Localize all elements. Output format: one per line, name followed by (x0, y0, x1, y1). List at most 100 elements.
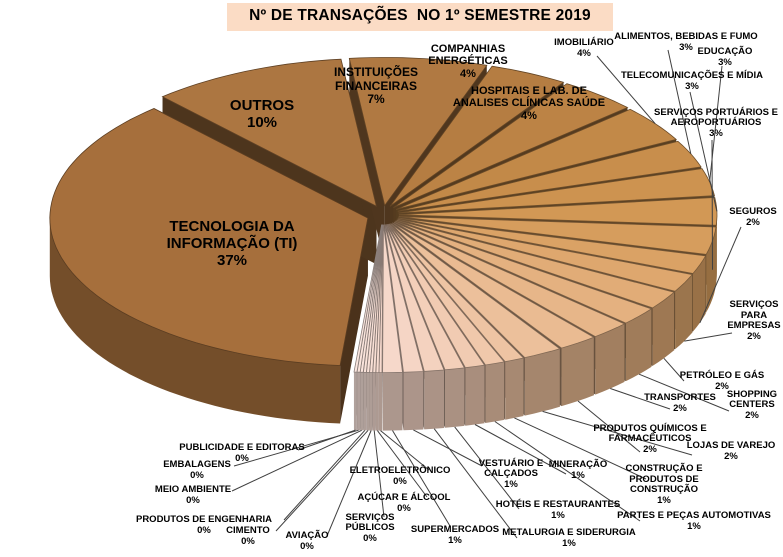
slice-name: COMPANHIAS ENERGÉTICAS (428, 43, 508, 68)
slice-pct: 4% (577, 47, 591, 59)
slice-label-instituicoes-financeiras: INSTITUIÇÕES FINANCEIRAS 7% (311, 65, 441, 107)
slice-pct: 2% (643, 443, 657, 455)
slice-label-servicos-portuarios-e-aeroportuarios: SERVIÇOS PORTUÁRIOS E AEROPORTUÁRIOS 3% (641, 106, 783, 140)
slice-label-produtos-de-engenharia: PRODUTOS DE ENGENHARIA 0% (119, 514, 289, 536)
slice-label-alimentos-bebidas-e-fumo: ALIMENTOS, BEBIDAS E FUMO 3% (596, 31, 776, 53)
slice-pct: 3% (709, 127, 723, 139)
slice-label-vestuario-e-calcados: VESTUÁRIO E CALÇADOS 1% (464, 457, 559, 491)
slice-pct: 1% (448, 534, 462, 546)
slice-name: AÇÚCAR E ÁLCOOL (357, 492, 451, 504)
slice-pct: 0% (393, 475, 407, 487)
slice-name: AVIAÇÃO (285, 530, 329, 542)
slice-name: ALIMENTOS, BEBIDAS E FUMO (614, 31, 758, 43)
slice-name: PETRÓLEO E GÁS (679, 370, 765, 382)
slice-name: HOTÉIS E RESTAURANTES (495, 499, 621, 511)
slice-pct: 4% (521, 109, 537, 122)
slice-name: CONSTRUÇÃO E PRODUTOS DE CONSTRUÇÃO (625, 463, 703, 496)
slice-name: INSTITUIÇÕES FINANCEIRAS (333, 65, 418, 93)
slice-name: SERVIÇOS PARA EMPRESAS (727, 299, 781, 332)
slice-name: PARTES E PEÇAS AUTOMOTIVAS (617, 510, 771, 522)
slice-pct: 1% (687, 520, 701, 532)
slice-label-partes-e-pecas-automotivas: PARTES E PEÇAS AUTOMOTIVAS 1% (594, 510, 783, 532)
slice-pct: 2% (724, 450, 738, 462)
slice-pct: 37% (216, 251, 248, 269)
slice-name: MEIO AMBIENTE (154, 484, 232, 496)
slice-label-lojas-de-varejo: LOJAS DE VAREJO 2% (671, 440, 783, 462)
slice-name: TECNOLOGIA DA INFORMAÇÃO (TI) (166, 218, 298, 252)
slice-pct: 1% (571, 469, 585, 481)
slice-name: LOJAS DE VAREJO (686, 440, 776, 452)
slice-label-mineracao: MINERAÇÃO 1% (533, 459, 623, 481)
slice-label-supermercados: SUPERMERCADOS 1% (395, 524, 515, 546)
slice-label-hoteis-e-restaurantes: HOTÉIS E RESTAURANTES 1% (478, 499, 638, 521)
slice-pct: 0% (235, 452, 249, 464)
slice-label-meio-ambiente: MEIO AMBIENTE 0% (138, 484, 248, 506)
slice-label-servicos-publicos: SERVIÇOS PÚBLICOS 0% (330, 511, 410, 545)
slice-name: METALURGIA E SIDERURGIA (502, 527, 636, 539)
slice-label-acucar-e-alcool: AÇÚCAR E ÁLCOOL 0% (344, 492, 464, 514)
slice-name: TRANSPORTES (644, 392, 716, 404)
slice-label-tecnologia-da-informacao: TECNOLOGIA DA INFORMAÇÃO (TI) 37% (132, 218, 332, 269)
slice-pct: 1% (551, 509, 565, 521)
slice-pct: 0% (241, 535, 255, 547)
slice-label-embalagens: EMBALAGENS 0% (147, 459, 247, 481)
slice-pct: 0% (300, 540, 314, 552)
slice-name: SHOPPING CENTERS (726, 388, 778, 411)
slice-label-aviacao: AVIAÇÃO 0% (267, 530, 347, 552)
slice-pct: 10% (246, 113, 278, 131)
slice-name: OUTROS (229, 96, 295, 114)
slice-name: PRODUTOS DE ENGENHARIA (135, 514, 272, 526)
slice-name: IMOBILIÁRIO (554, 37, 614, 49)
slice-label-hospitais-e-lab-analises-clinicas: HOSPITAIS E LAB. DE ANALISES CLÍNICAS SA… (434, 85, 624, 122)
slice-name: MINERAÇÃO (548, 459, 608, 471)
slice-pct: 2% (746, 216, 760, 228)
slice-label-servicos-para-empresas: SERVIÇOS PARA EMPRESAS 2% (714, 299, 783, 343)
slice-pct: 1% (657, 494, 671, 506)
slice-name: PRODUTOS QUÍMICOS E FARMACÊUTICOS (593, 422, 707, 445)
slice-name: PUBLICIDADE E EDITORAS (179, 442, 305, 454)
slice-pct: 3% (679, 41, 693, 53)
slice-pct: 2% (747, 330, 761, 342)
slice-pct: 1% (504, 478, 518, 490)
slice-pct: 7% (367, 92, 385, 107)
slice-label-metalurgia-e-siderurgia: METALURGIA E SIDERURGIA 1% (484, 527, 654, 549)
slice-label-educacao: EDUCAÇÃO 3% (688, 46, 763, 68)
slice-name: HOSPITAIS E LAB. DE ANALISES CLÍNICAS SA… (452, 85, 606, 110)
slice-pct: 2% (673, 402, 687, 414)
slice-pct: 4% (460, 67, 476, 80)
slice-name: VESTUÁRIO E CALÇADOS (478, 457, 544, 480)
slice-pct: 0% (197, 524, 211, 536)
slice-pct: 0% (397, 502, 411, 514)
slice-pct: 3% (685, 80, 699, 92)
slice-name: SERVIÇOS PORTUÁRIOS E AEROPORTUÁRIOS (654, 106, 778, 129)
slice-pct: 2% (715, 380, 729, 392)
slice-name: EMBALAGENS (163, 459, 231, 471)
chart-title: Nº DE TRANSAÇÕES NO 1º SEMESTRE 2019 (227, 3, 613, 31)
slice-label-publicidade-e-editoras: PUBLICIDADE E EDITORAS 0% (162, 442, 322, 464)
slice-label-imobiliario: IMOBILIÁRIO 4% (537, 37, 632, 59)
slice-name: SEGUROS (729, 206, 777, 218)
slice-label-eletroeletronico: ELETROELETRÔNICO 0% (335, 465, 465, 487)
slice-label-companhias-energeticas: COMPANHIAS ENERGÉTICAS 4% (408, 43, 528, 80)
slice-name: SERVIÇOS PÚBLICOS (345, 511, 395, 534)
slice-pct: 0% (186, 494, 200, 506)
slice-label-seguros: SEGUROS 2% (718, 206, 783, 228)
slice-label-shopping-centers: SHOPPING CENTERS 2% (712, 388, 783, 422)
slice-name: EDUCAÇÃO (697, 46, 753, 58)
slice-label-petroleo-e-gas: PETRÓLEO E GÁS 2% (662, 370, 782, 392)
slice-label-construcao-e-produtos-de-construcao: CONSTRUÇÃO E PRODUTOS DE CONSTRUÇÃO 1% (609, 463, 719, 507)
slice-pct: 0% (190, 469, 204, 481)
slice-name: CIMENTO (226, 525, 270, 537)
slice-label-outros: OUTROS 10% (202, 96, 322, 132)
slice-label-transportes: TRANSPORTES 2% (630, 392, 730, 414)
slice-pct: 2% (745, 409, 759, 421)
slice-label-telecomunicacoes-e-midia: TELECOMUNICAÇÕES E MÍDIA 3% (600, 70, 783, 92)
slice-name: TELECOMUNICAÇÕES E MÍDIA (621, 70, 763, 82)
slice-pct: 1% (562, 537, 576, 549)
slice-label-cimento: CIMENTO 0% (211, 525, 286, 547)
slice-pct: 0% (363, 532, 377, 544)
slice-label-produtos-quimicos-e-farmaceuticos: PRODUTOS QUÍMICOS E FARMACÊUTICOS 2% (570, 422, 730, 456)
slice-pct: 3% (718, 56, 732, 68)
